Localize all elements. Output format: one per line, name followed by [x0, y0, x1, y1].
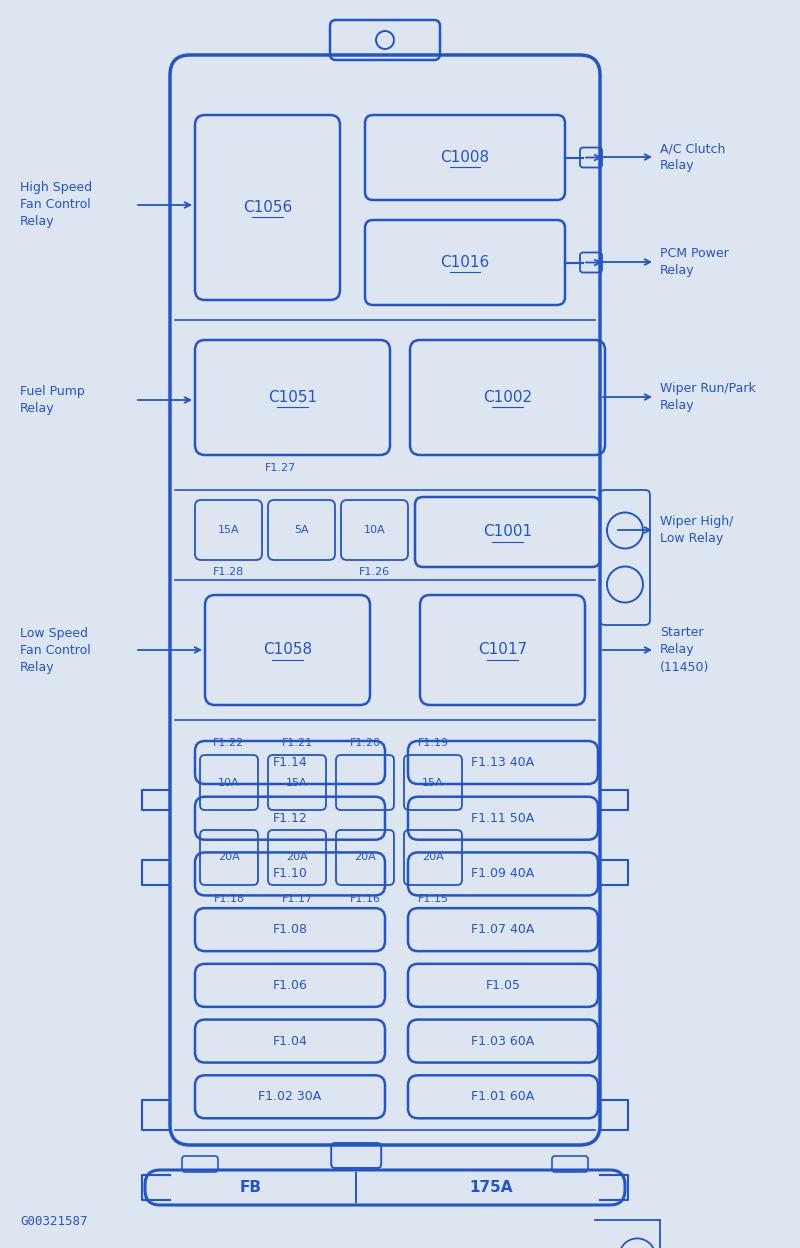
Text: 10A: 10A [364, 525, 386, 535]
Text: F1.22: F1.22 [214, 738, 245, 748]
Text: F1.06: F1.06 [273, 978, 307, 992]
Text: C1051: C1051 [268, 389, 317, 406]
Text: F1.15: F1.15 [418, 894, 449, 904]
Text: F1.16: F1.16 [350, 894, 381, 904]
Text: F1.27: F1.27 [264, 463, 296, 473]
Text: 20A: 20A [422, 852, 444, 862]
Text: F1.21: F1.21 [282, 738, 313, 748]
Text: FB: FB [240, 1181, 262, 1196]
Text: Fuel Pump
Relay: Fuel Pump Relay [20, 384, 85, 416]
Text: C1016: C1016 [440, 255, 490, 270]
Text: F1.14: F1.14 [273, 756, 307, 769]
Text: 20A: 20A [354, 852, 376, 862]
Text: C1008: C1008 [441, 150, 490, 165]
Text: G00321587: G00321587 [20, 1216, 87, 1228]
Text: F1.07 40A: F1.07 40A [471, 924, 534, 936]
Text: C1056: C1056 [243, 200, 292, 215]
Text: High Speed
Fan Control
Relay: High Speed Fan Control Relay [20, 181, 92, 228]
Text: 15A: 15A [218, 525, 239, 535]
Text: F1.28: F1.28 [212, 567, 244, 577]
Text: F1.02 30A: F1.02 30A [258, 1091, 322, 1103]
Text: 15A: 15A [422, 778, 444, 787]
Text: F1.09 40A: F1.09 40A [471, 867, 534, 880]
Text: F1.19: F1.19 [418, 738, 449, 748]
Text: F1.03 60A: F1.03 60A [471, 1035, 534, 1047]
Text: F1.17: F1.17 [282, 894, 313, 904]
Text: Wiper High/
Low Relay: Wiper High/ Low Relay [660, 515, 734, 545]
Text: F1.08: F1.08 [273, 924, 307, 936]
Text: F1.12: F1.12 [273, 811, 307, 825]
Text: F1.11 50A: F1.11 50A [471, 811, 534, 825]
Text: F1.26: F1.26 [358, 567, 390, 577]
Text: F1.10: F1.10 [273, 867, 307, 880]
Text: 20A: 20A [286, 852, 308, 862]
Text: A/C Clutch
Relay: A/C Clutch Relay [660, 142, 726, 172]
Text: C1058: C1058 [263, 643, 312, 658]
Text: F1.04: F1.04 [273, 1035, 307, 1047]
Text: F1.01 60A: F1.01 60A [471, 1091, 534, 1103]
Text: C1001: C1001 [483, 524, 532, 539]
Text: F1.18: F1.18 [214, 894, 245, 904]
Text: 15A: 15A [286, 778, 308, 787]
Text: C1002: C1002 [483, 389, 532, 406]
Text: 5A: 5A [294, 525, 309, 535]
Text: F1.20: F1.20 [350, 738, 381, 748]
Text: C1017: C1017 [478, 643, 527, 658]
Text: 20A: 20A [218, 852, 240, 862]
Text: Wiper Run/Park
Relay: Wiper Run/Park Relay [660, 382, 756, 412]
Text: F1.05: F1.05 [486, 978, 521, 992]
Text: 10A: 10A [218, 778, 240, 787]
Text: Starter
Relay
(11450): Starter Relay (11450) [660, 626, 710, 674]
Text: PCM Power
Relay: PCM Power Relay [660, 247, 729, 277]
Text: Low Speed
Fan Control
Relay: Low Speed Fan Control Relay [20, 626, 90, 674]
Text: F1.13 40A: F1.13 40A [471, 756, 534, 769]
Text: 175A: 175A [469, 1181, 512, 1196]
